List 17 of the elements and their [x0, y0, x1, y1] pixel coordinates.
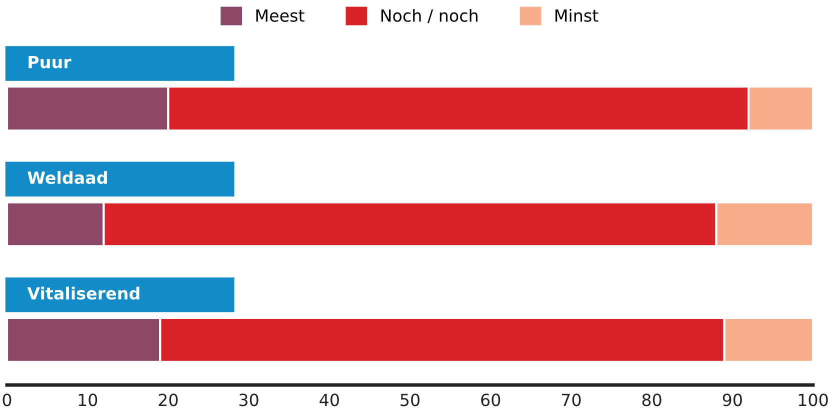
x-tick-label: 60: [481, 394, 500, 406]
x-tick-label: 100: [798, 394, 828, 406]
x-tick-label: 30: [239, 394, 258, 406]
legend-label: Noch / noch: [381, 8, 478, 24]
x-tick-label: 70: [562, 394, 581, 406]
y-tick-label: Vitaliserend: [27, 286, 140, 300]
y-tick-label: Weldaad: [28, 171, 107, 184]
x-tick-label: 20: [158, 394, 178, 406]
legend-label: Minst: [556, 8, 598, 22]
x-tick-label: 90: [722, 394, 742, 406]
x-tick-label: 50: [400, 394, 420, 406]
y-tick-label: Puur: [28, 56, 72, 68]
x-tick-label: 10: [78, 394, 98, 406]
x-tick-label: 80: [642, 394, 662, 406]
x-tick-label: 0: [2, 394, 12, 406]
legend-label: Meest: [256, 9, 304, 22]
x-tick-label: 40: [320, 394, 339, 406]
